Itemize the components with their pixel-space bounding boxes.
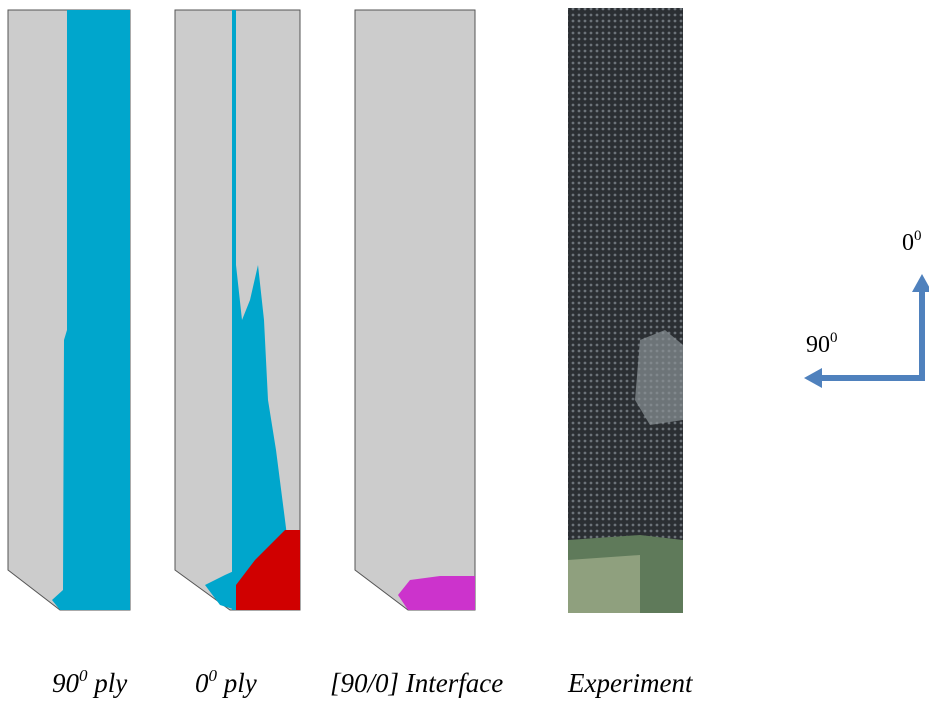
caption: 900 ply [52, 666, 127, 698]
panel-experiment [568, 8, 683, 613]
caption: Experiment [567, 668, 694, 698]
panel-90-ply [8, 10, 130, 610]
figure: 00 900 900 ply 00 ply [90/0] Interface E… [0, 0, 929, 701]
arrow-head-left [804, 368, 822, 388]
panel-interface [355, 10, 475, 610]
horizontal-axis-label: 900 [806, 330, 838, 358]
panel-0-ply [175, 10, 300, 610]
caption: 00 ply [195, 666, 257, 698]
vertical-axis-label: 00 [902, 228, 922, 256]
arrow-head-up [912, 274, 929, 292]
caption: [90/0] Interface [330, 668, 503, 698]
